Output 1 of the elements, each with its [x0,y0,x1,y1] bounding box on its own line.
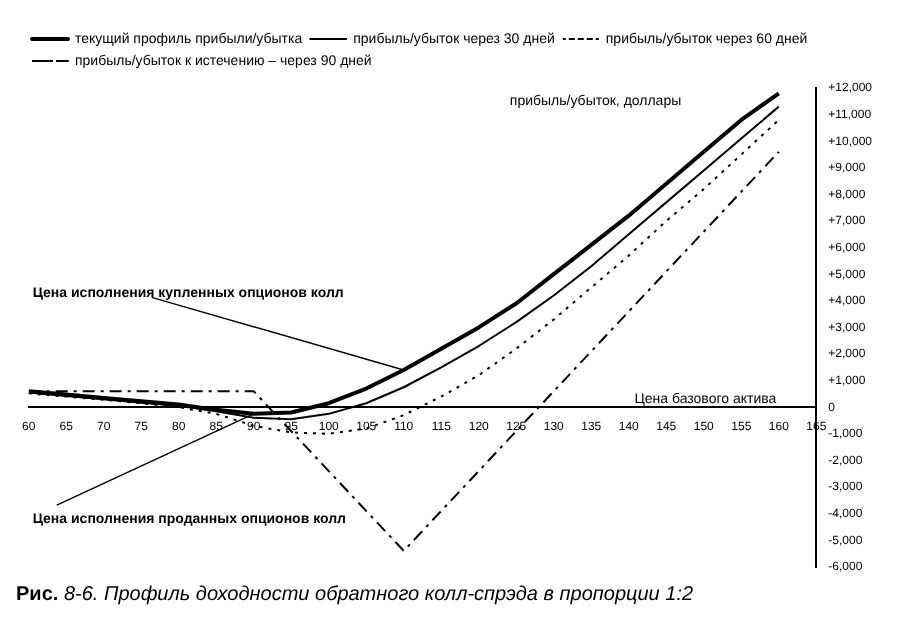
text: Рис. 8-6. Профиль доходности обратного колл-спрэда в пропорции 1:2 [16,584,694,606]
